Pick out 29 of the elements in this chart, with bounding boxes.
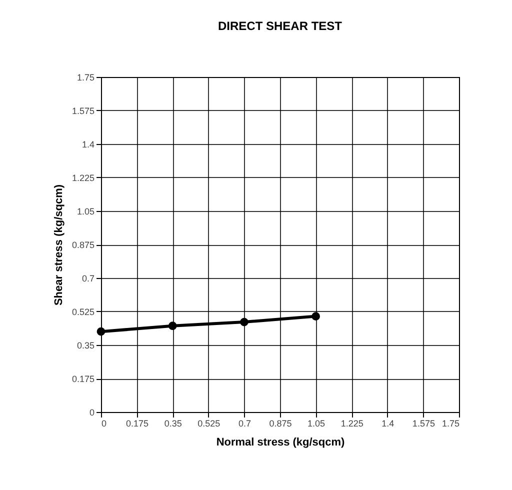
x-tick-label: 0.7 (238, 418, 251, 428)
x-tick-label: 1.575 (412, 418, 435, 428)
y-tick-label: 0.7 (82, 274, 94, 284)
x-tick-label: 1.4 (382, 418, 394, 428)
x-tick-label: 0.875 (269, 418, 292, 428)
x-tick-label: 1.225 (340, 418, 364, 428)
chart-title: DIRECT SHEAR TEST (218, 19, 343, 33)
y-tick-label: 0 (89, 408, 94, 418)
point (240, 318, 248, 326)
x-tick-label: 1.05 (308, 418, 326, 428)
y-tick-label: 1.225 (72, 173, 94, 183)
y-tick-label: 0.35 (76, 340, 94, 350)
x-tick-label: 1.75 (442, 418, 460, 428)
y-tick-label: 1.4 (82, 140, 94, 150)
y-tick-label: 0.175 (72, 374, 94, 384)
point (168, 322, 177, 330)
y-axis-title: Shear stress (kg/sqcm) (52, 184, 65, 306)
y-tick-label: 0.525 (72, 307, 94, 317)
y-tick-label: 0.875 (72, 240, 94, 250)
point (96, 327, 106, 336)
x-axis-title: Normal stress (kg/sqcm) (216, 436, 346, 448)
point (312, 312, 320, 320)
y-tick-label: 1.05 (76, 206, 94, 216)
x-tick-label: 0.525 (198, 418, 220, 428)
x-tick-label: 0 (102, 418, 107, 428)
x-tick-label: 0.175 (126, 418, 149, 428)
y-tick-label: 1.575 (72, 106, 94, 116)
x-tick-label: 0.35 (164, 418, 182, 428)
y-tick-label: 1.75 (76, 72, 94, 82)
